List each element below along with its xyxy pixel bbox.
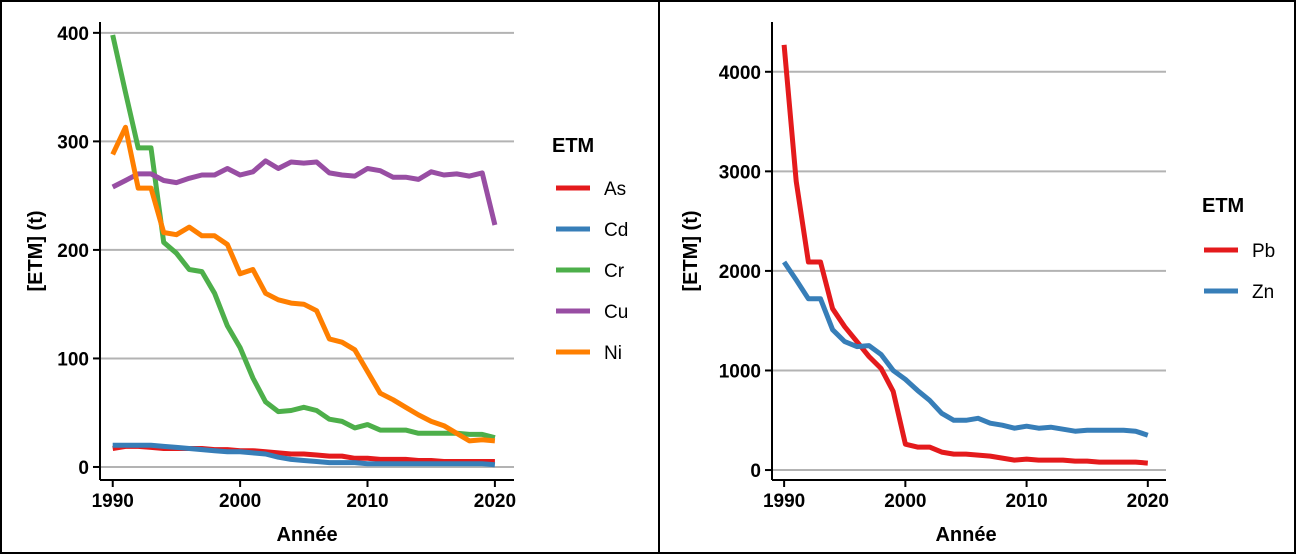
left-plot-area [100, 22, 514, 480]
y-tick-label: 200 [57, 241, 89, 262]
y-tick-label: 4000 [719, 63, 761, 84]
x-tick-label: 2010 [346, 491, 388, 512]
left-panel: 0 100 200 300 400 1990 2000 2010 2020 Année [ETM… [25, 22, 628, 546]
right-series-lines [781, 44, 1149, 466]
series-line-pb [781, 44, 1149, 466]
right-plot-area [772, 22, 1166, 480]
series-line-cr [110, 34, 496, 441]
y-tick-label: 2000 [719, 262, 761, 283]
x-tick-label: 2010 [1005, 491, 1047, 512]
series-line-ni [110, 124, 496, 444]
y-tick-label: 3000 [719, 162, 761, 183]
y-tick-label: 400 [57, 24, 89, 45]
left-legend: As Cd Cr Cu Ni [556, 179, 628, 364]
right-y-axis-label: [ETM] (t) [680, 210, 702, 291]
x-tick-label: 2020 [474, 491, 516, 512]
y-tick-label: 100 [57, 349, 89, 370]
left-ticks: 0 100 200 300 400 1990 2000 2010 2020 [57, 24, 516, 512]
right-ticks: 0 1000 2000 3000 4000 1990 2000 2010 2020 [719, 63, 1169, 512]
x-tick-label: 1990 [763, 491, 805, 512]
x-tick-label: 2000 [884, 491, 926, 512]
right-gridlines [772, 70, 1166, 472]
legend-label-cu: Cu [604, 302, 628, 323]
legend-label-cd: Cd [604, 220, 628, 241]
y-tick-label: 0 [78, 458, 89, 479]
x-tick-label: 1990 [92, 491, 134, 512]
left-legend-title: ETM [552, 135, 594, 157]
left-y-axis-label: [ETM] (t) [25, 210, 47, 291]
series-line-zn [782, 260, 1149, 438]
series-line-cd [112, 442, 496, 468]
x-tick-label: 2020 [1127, 491, 1169, 512]
legend-label-pb: Pb [1252, 241, 1275, 262]
series-line-cu [111, 158, 498, 226]
legend-label-zn: Zn [1252, 282, 1274, 303]
legend-label-cr: Cr [604, 261, 625, 282]
left-x-axis-label: Année [276, 524, 337, 546]
legend-label-ni: Ni [604, 343, 622, 364]
right-x-axis-label: Année [935, 524, 996, 546]
legend-label-as: As [604, 179, 626, 200]
left-series-lines [110, 34, 498, 468]
x-tick-label: 2000 [219, 491, 261, 512]
y-tick-label: 1000 [719, 361, 761, 382]
right-legend-title: ETM [1202, 195, 1244, 217]
right-legend: Pb Zn [1204, 241, 1275, 303]
y-tick-label: 300 [57, 132, 89, 153]
y-tick-label: 0 [750, 461, 761, 482]
